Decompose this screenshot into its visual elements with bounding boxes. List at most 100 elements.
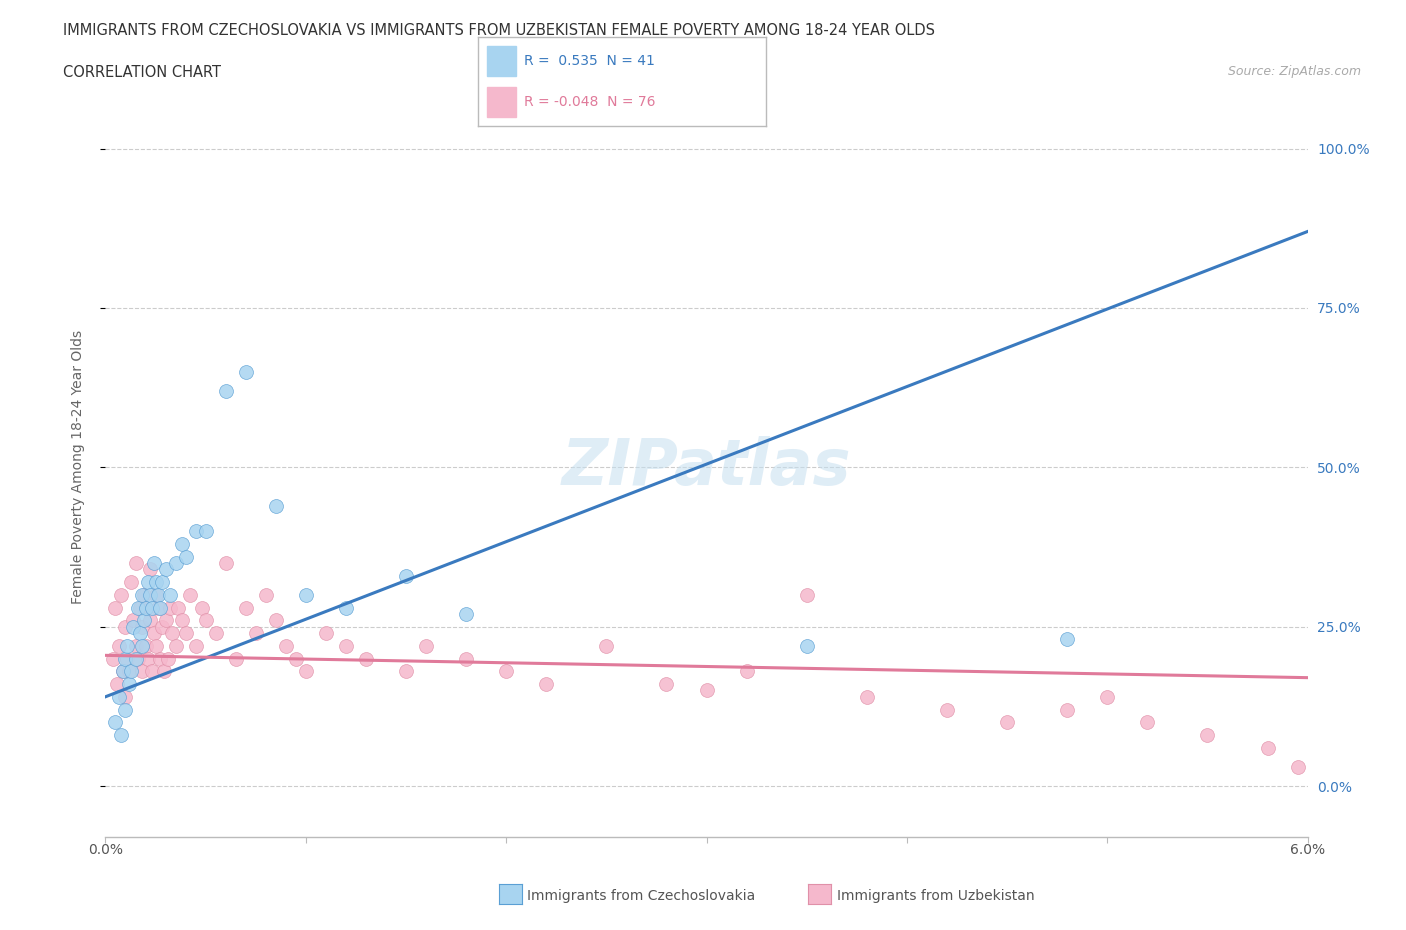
Point [1097,689,1119,704]
Point [127,600,149,615]
Point [108,638,131,653]
Point [179,588,201,603]
Point [145,638,167,653]
Point [138,613,160,628]
Point [395,664,418,679]
Point [107,677,129,692]
Point [695,683,717,698]
Point [595,638,617,653]
Text: R = -0.048  N = 76: R = -0.048 N = 76 [524,95,655,109]
Point [655,677,678,692]
Point [138,588,160,603]
Point [194,613,217,628]
Point [1136,715,1159,730]
Point [141,600,163,615]
Point [118,664,141,679]
Y-axis label: Female Poverty Among 18-24 Year Olds: Female Poverty Among 18-24 Year Olds [70,330,84,604]
Point [114,689,136,704]
Point [145,588,167,603]
Point [124,555,146,570]
Point [160,626,183,641]
Point [138,562,160,577]
Point [132,613,155,628]
Point [150,619,173,634]
Text: 6.0%: 6.0% [1291,844,1324,857]
Point [146,600,169,615]
Point [132,588,155,603]
Point [114,651,136,666]
Point [184,638,207,653]
Point [127,651,149,666]
Point [335,600,357,615]
Text: Source: ZipAtlas.com: Source: ZipAtlas.com [1227,65,1361,78]
Point [225,651,247,666]
Point [995,715,1018,730]
Point [156,651,179,666]
Point [395,568,418,583]
Point [121,664,143,679]
Point [415,638,437,653]
Point [165,555,187,570]
Text: R =  0.535  N = 41: R = 0.535 N = 41 [524,54,655,68]
Point [112,664,135,679]
Point [194,524,217,538]
Point [235,365,257,379]
Point [103,651,125,666]
Point [124,638,146,653]
Point [1256,740,1278,755]
Point [796,588,818,603]
Point [117,651,139,666]
Text: CORRELATION CHART: CORRELATION CHART [63,65,221,80]
Point [796,638,818,653]
Point [114,702,136,717]
Point [454,651,477,666]
Point [135,638,157,653]
Point [124,651,146,666]
Point [174,626,197,641]
Point [148,651,170,666]
Point [735,664,758,679]
Point [110,727,132,742]
Point [235,600,257,615]
Point [142,555,165,570]
Point [121,575,143,590]
Point [534,677,557,692]
Point [1056,632,1078,647]
Point [112,664,135,679]
Point [136,575,159,590]
Point [264,613,287,628]
Point [108,689,131,704]
Point [184,524,207,538]
Bar [486,86,516,117]
Point [294,664,316,679]
Point [131,619,153,634]
Point [104,600,127,615]
Point [136,651,159,666]
Point [128,626,150,641]
Point [284,651,307,666]
Point [110,588,132,603]
Point [131,664,153,679]
Point [159,588,181,603]
Point [152,664,174,679]
Point [936,702,959,717]
Point [104,715,127,730]
Point [159,600,181,615]
Point [454,606,477,621]
Point [166,600,188,615]
Point [117,638,139,653]
Point [145,575,167,590]
Point [1286,760,1309,775]
Point [148,600,170,615]
Point [135,600,157,615]
Point [131,588,153,603]
Point [165,638,187,653]
Text: Immigrants from Uzbekistan: Immigrants from Uzbekistan [837,888,1035,903]
Point [855,689,877,704]
Point [150,575,173,590]
Point [1197,727,1219,742]
Point [128,600,150,615]
Point [131,638,153,653]
Text: IMMIGRANTS FROM CZECHOSLOVAKIA VS IMMIGRANTS FROM UZBEKISTAN FEMALE POVERTY AMON: IMMIGRANTS FROM CZECHOSLOVAKIA VS IMMIGR… [63,23,935,38]
Bar [486,46,516,76]
